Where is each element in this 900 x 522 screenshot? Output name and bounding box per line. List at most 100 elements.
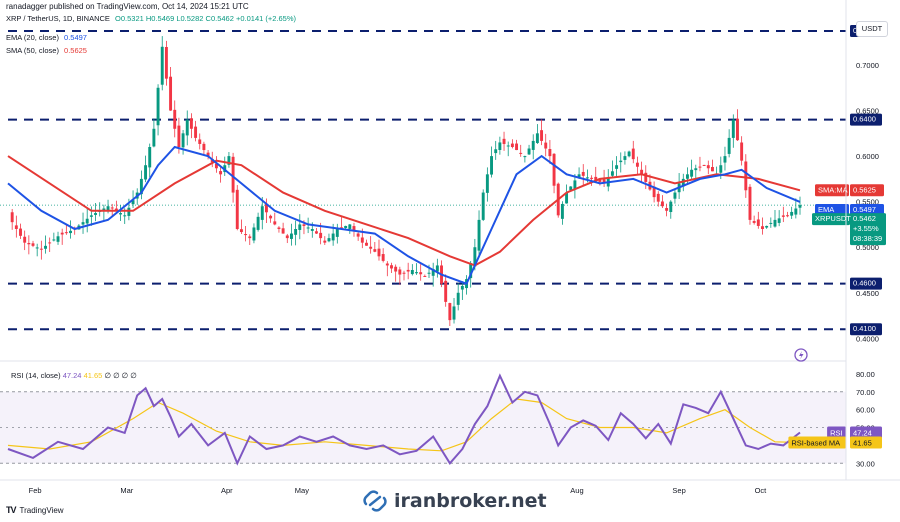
candle <box>619 152 623 173</box>
candle-body <box>173 109 177 129</box>
candle-body <box>598 178 602 182</box>
price-axis[interactable]: 0.7000 0.6500 0.6000 0.5500 0.5000 0.4500 0.40… <box>856 61 879 343</box>
rsi-ma-value-tag-value: 41.65 <box>853 438 872 447</box>
sma-tag-label: SMA:MA <box>815 184 849 197</box>
candle-body <box>481 192 485 220</box>
candle <box>769 217 773 228</box>
symbol-tag-label-bg <box>812 213 850 226</box>
candle <box>790 206 794 219</box>
symbol-title[interactable]: XRP / TetherUS, 1D, BINANCE <box>6 14 110 23</box>
candle-body <box>52 239 56 241</box>
candle <box>690 159 694 181</box>
candle-body <box>402 272 406 274</box>
level-price-tag-bg <box>850 113 882 126</box>
candle <box>560 201 564 225</box>
candle <box>394 264 398 282</box>
tradingview-brand[interactable]: TV TradingView <box>6 505 64 515</box>
rsi-tick-label: 60.00 <box>856 406 875 415</box>
candle-body <box>310 229 314 231</box>
candle-body <box>319 232 323 239</box>
candle <box>398 266 402 285</box>
candle <box>44 235 47 254</box>
watermark-text: iranbroker.net <box>394 490 547 512</box>
candle <box>456 283 460 311</box>
sma-price-tag-bg <box>850 184 884 197</box>
rsi-legend[interactable]: RSI (14, close) 47.24 41.65 ∅ ∅ ∅ ∅ <box>11 371 137 380</box>
ema-tag-label: EMA <box>815 203 849 216</box>
candle-body <box>665 208 669 211</box>
candle-body <box>644 172 648 182</box>
candle-body <box>531 140 535 150</box>
candle-body <box>527 148 531 155</box>
candle-body <box>502 138 506 144</box>
candle-body <box>631 148 635 160</box>
candle <box>344 225 348 230</box>
candle <box>315 227 318 235</box>
candle-body <box>227 156 231 165</box>
candle-body <box>727 137 731 154</box>
candle <box>548 140 552 165</box>
level-price-tag-text: 0.4600 <box>853 279 876 288</box>
candle-body <box>569 186 573 191</box>
candle-body <box>156 87 160 126</box>
candle <box>623 151 627 165</box>
candle <box>723 146 727 171</box>
sma-legend[interactable]: SMA (50, close) 0.5625 <box>6 46 90 55</box>
candle-body <box>348 224 352 229</box>
candle-body <box>239 229 243 233</box>
candle-body <box>331 233 335 241</box>
candle <box>144 155 148 183</box>
candle-body <box>469 263 473 279</box>
candle-body <box>85 218 89 224</box>
candle-body <box>456 292 460 305</box>
candle-body <box>423 275 427 277</box>
candle <box>490 146 493 178</box>
candle <box>652 181 656 203</box>
sma-price-tag-text: 0.5625 <box>853 185 876 194</box>
candle <box>340 217 343 229</box>
candle-body <box>698 166 702 168</box>
candle <box>214 156 218 173</box>
candle <box>777 210 781 227</box>
candle-body <box>681 178 685 187</box>
candle-body <box>373 249 377 252</box>
candle-body <box>406 269 410 272</box>
candle <box>523 155 527 163</box>
currency-selector[interactable]: USDT <box>856 21 888 37</box>
candle-body <box>577 174 581 179</box>
candle-body <box>198 139 202 144</box>
candle <box>14 215 18 238</box>
ema-legend[interactable]: EMA (20, close) 0.5497 <box>6 33 90 42</box>
candle-body <box>773 219 777 227</box>
rsi-ma-value-tag-bg <box>850 436 882 449</box>
ema-price-tag: 0.5497 <box>850 203 884 216</box>
candle-body <box>35 247 39 249</box>
candle-body <box>252 227 256 241</box>
level-price-tag-text: 0.4100 <box>853 324 876 333</box>
candle <box>98 202 102 217</box>
candle <box>544 133 548 157</box>
watermark: iranbroker.net <box>362 489 547 513</box>
candle <box>615 156 619 178</box>
candle <box>298 214 302 240</box>
rsi-value-tag-label: RSI <box>830 428 843 437</box>
candle <box>110 203 114 216</box>
candle <box>711 159 714 172</box>
candle-body <box>114 208 118 211</box>
symbol-tag-label-text: XRPUSDT <box>815 214 851 223</box>
candle <box>381 248 385 263</box>
candle-body <box>756 219 760 226</box>
candle-body <box>298 224 302 230</box>
candle <box>235 185 239 231</box>
candle-body <box>23 236 27 243</box>
candle <box>535 124 539 144</box>
lightning-icon[interactable] <box>794 348 808 362</box>
candle-body <box>323 240 327 243</box>
time-axis[interactable]: Feb Mar Apr May Aug Sep Oct <box>29 486 768 495</box>
candle-body <box>131 200 135 205</box>
candle <box>773 210 777 228</box>
candle-body <box>635 162 639 167</box>
candle-body <box>623 156 627 160</box>
candle <box>48 237 52 253</box>
